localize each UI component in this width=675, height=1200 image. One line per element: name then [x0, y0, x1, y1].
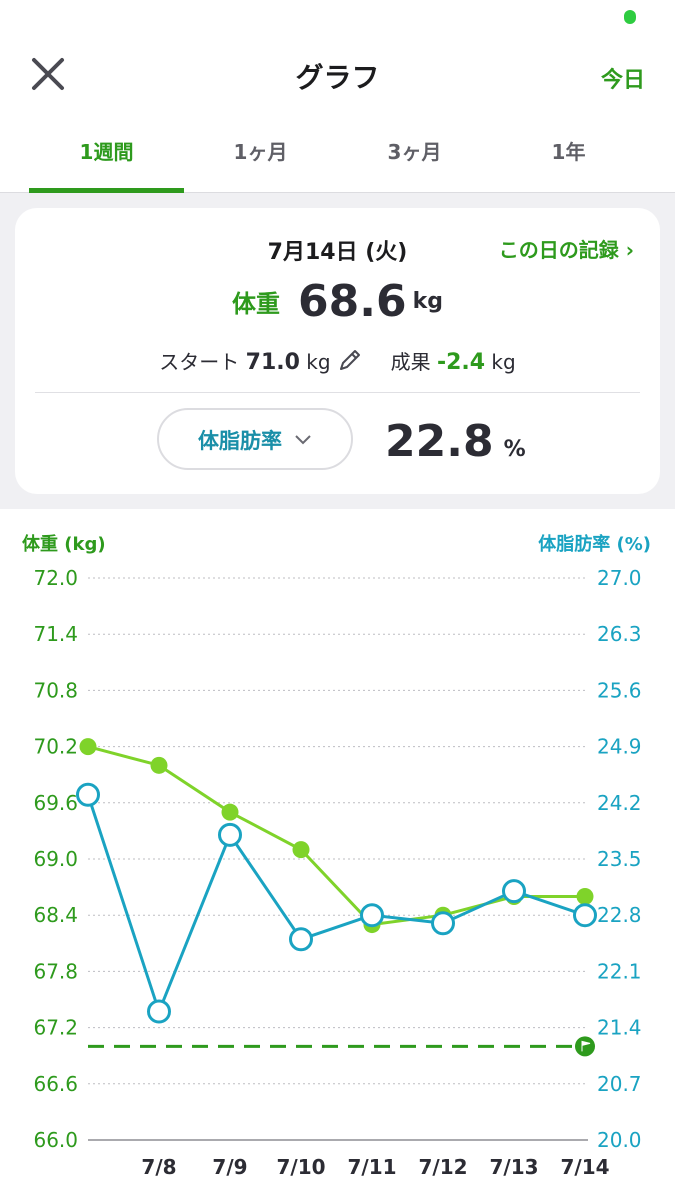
fat-point [76, 782, 100, 807]
x-tick-label: 7/9 [212, 1155, 247, 1179]
flag-icon [581, 1040, 591, 1052]
left-tick-label: 70.8 [33, 678, 78, 702]
fat-point [147, 999, 171, 1024]
weight-row: 体重 68.6 kg [15, 276, 660, 327]
weight-series-line [87, 745, 585, 927]
left-tick-label: 69.0 [33, 847, 78, 871]
metric-dropdown-label: 体脂肪率 [198, 429, 282, 453]
result-value: -2.4 [436, 350, 486, 375]
fat-point [360, 903, 384, 928]
weight-point [79, 738, 97, 756]
right-tick-label: 21.4 [597, 1016, 642, 1040]
today-button[interactable]: 今日 [600, 68, 645, 93]
fat-point [431, 911, 455, 936]
right-tick-label: 20.7 [597, 1072, 642, 1096]
start-label: スタート [159, 350, 240, 374]
right-tick-label: 24.2 [597, 791, 642, 815]
selected-date: 7月14日 (火) [267, 240, 408, 265]
fat-series-line [86, 794, 586, 1016]
x-tick-label: 7/14 [560, 1155, 609, 1179]
weight-label: 体重 [232, 290, 281, 318]
metric-dropdown[interactable]: 体脂肪率 [157, 408, 353, 470]
weight-point [576, 887, 594, 905]
day-record-link[interactable]: この日の記録 › [498, 238, 634, 262]
pencil-icon [339, 350, 360, 370]
left-tick-label: 67.2 [33, 1016, 78, 1040]
right-axis-label: 体脂肪率 (%) [538, 533, 651, 555]
weight-point [221, 803, 239, 821]
right-tick-label: 26.3 [597, 622, 642, 646]
left-tick-label: 68.4 [33, 903, 78, 927]
fat-point [289, 927, 313, 952]
right-tick-label: 22.1 [597, 959, 642, 983]
left-axis-label: 体重 (kg) [22, 533, 106, 555]
edit-start-button[interactable] [337, 347, 363, 378]
x-tick-label: 7/13 [489, 1155, 538, 1179]
metric-value: 22.8 [385, 416, 494, 467]
tab-1-week[interactable]: 1週間 [29, 122, 184, 193]
status-indicator [624, 10, 636, 24]
tab-1-year[interactable]: 1年 [551, 140, 586, 164]
weight-fat-chart[interactable]: 体重 (kg) 体脂肪率 (%) 72.0 27.0 71.4 26.3 70.8 25.6 7… [0, 510, 675, 1200]
left-tick-label: 67.8 [33, 959, 78, 983]
chevron-down-icon [294, 410, 312, 468]
right-tick-label: 27.0 [597, 566, 642, 590]
goal-marker [575, 1036, 595, 1057]
start-value: 71.0 [245, 350, 300, 375]
card-divider [35, 392, 640, 393]
tab-3-months[interactable]: 3ヶ月 [387, 140, 442, 164]
x-tick-label: 7/12 [418, 1155, 467, 1179]
metric-unit: % [503, 437, 526, 462]
summary-card: 7月14日 (火) この日の記録 › 体重 68.6 kg スタート 71.0 kg… [15, 208, 660, 494]
start-unit: kg [306, 350, 331, 374]
weight-unit: kg [412, 289, 443, 314]
right-tick-label: 24.9 [597, 735, 642, 759]
x-tick-label: 7/8 [141, 1155, 176, 1179]
x-tick-label: 7/10 [276, 1155, 325, 1179]
fat-point [502, 879, 526, 904]
weight-point [150, 756, 168, 774]
left-tick-label: 72.0 [33, 566, 78, 590]
left-tick-label: 71.4 [33, 622, 78, 646]
left-tick-label: 70.2 [33, 735, 78, 759]
right-tick-label: 20.0 [597, 1128, 642, 1152]
metric-value-display: 22.8% [385, 416, 526, 467]
weight-value: 68.6 [298, 276, 407, 327]
fat-point [218, 822, 242, 847]
right-tick-label: 25.6 [597, 678, 642, 702]
progress-row: スタート 71.0 kg 成果 -2.4 kg [15, 346, 660, 378]
left-tick-label: 69.6 [33, 791, 78, 815]
close-icon [32, 58, 64, 90]
right-tick-label: 23.5 [597, 847, 642, 871]
period-tabs: 1週間 1ヶ月 3ヶ月 1年 [0, 122, 675, 193]
weight-point [292, 841, 310, 859]
tab-1-month[interactable]: 1ヶ月 [233, 140, 288, 164]
right-tick-label: 22.8 [597, 903, 642, 927]
page-title: グラフ [295, 61, 380, 94]
fat-point [573, 903, 597, 928]
result-label: 成果 [390, 350, 431, 374]
close-button[interactable] [28, 54, 68, 94]
x-tick-label: 7/11 [347, 1155, 396, 1179]
chart-canvas: 体重 (kg) 体脂肪率 (%) 72.0 27.0 71.4 26.3 70.8 25.6 7… [22, 533, 651, 1179]
header: グラフ 今日 [0, 40, 675, 112]
left-tick-label: 66.0 [33, 1128, 78, 1152]
result-unit: kg [491, 350, 516, 374]
left-tick-label: 66.6 [33, 1072, 78, 1096]
